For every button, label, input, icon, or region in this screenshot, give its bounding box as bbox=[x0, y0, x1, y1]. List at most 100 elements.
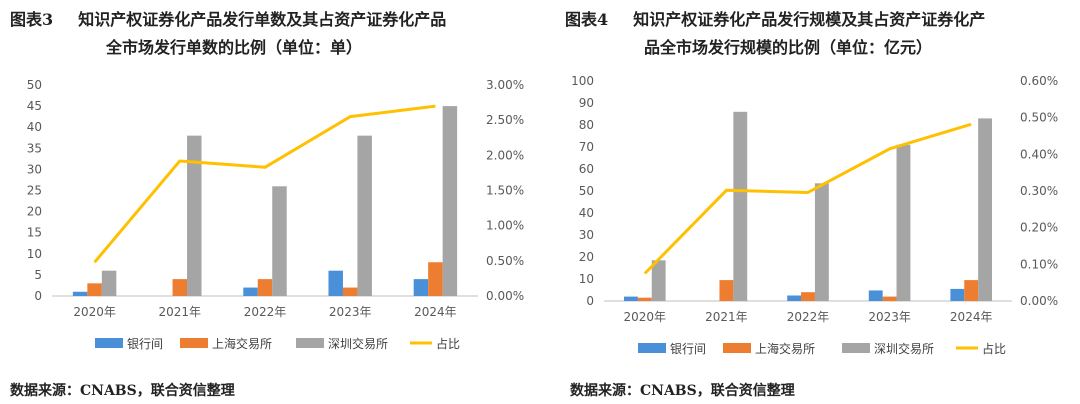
bar-2 bbox=[428, 262, 443, 296]
bar-2 bbox=[172, 279, 188, 296]
x-tick-label: 2023年 bbox=[329, 305, 372, 319]
x-tick-label: 2024年 bbox=[414, 305, 457, 319]
x-tick-label: 2023年 bbox=[868, 310, 911, 324]
y2-tick-label: 0.00% bbox=[486, 289, 524, 303]
chart-svg-left: 0 5 10 15 20 25 30 35 40 45 50 0.00% 0.50% 1.00% 1.50%… bbox=[27, 78, 524, 351]
chart-svg-right: 0 10 20 30 40 50 60 70 80 90 100 0.00% 0.10% 0.20% 0.3… bbox=[571, 74, 1058, 356]
y-tick-label: 0 bbox=[586, 294, 594, 308]
y-tick-label: 35 bbox=[27, 141, 42, 155]
y2-tick-label: 0.10% bbox=[1020, 257, 1058, 271]
x-tick-label: 2022年 bbox=[787, 310, 830, 324]
legend-swatch bbox=[296, 338, 324, 348]
bar-3 bbox=[896, 144, 911, 301]
y-tick-label: 40 bbox=[579, 206, 594, 220]
bar-1 bbox=[787, 295, 802, 301]
bar-1 bbox=[950, 288, 965, 301]
bar-2 bbox=[87, 283, 102, 296]
bar-1 bbox=[72, 291, 88, 296]
chart-title: 图表4 知识产权证券化产品发行规模及其占资产证券化产 bbox=[565, 8, 985, 32]
bar-2 bbox=[882, 296, 897, 301]
x-tick-label: 2024年 bbox=[950, 310, 993, 324]
y2-tick-label: 1.50% bbox=[486, 184, 524, 198]
source-note: 数据来源：CNABS，联合资信整理 bbox=[570, 383, 795, 399]
y2-tick-label: 0.20% bbox=[1020, 221, 1058, 235]
figure-label: 图表4 bbox=[565, 10, 609, 29]
y-tick-label: 60 bbox=[579, 162, 594, 176]
bar-1 bbox=[328, 270, 343, 296]
chart-panel-left: 图表3 知识产权证券化产品发行单数及其占资产证券化产品 全市场发行单数的比例（单… bbox=[10, 8, 524, 399]
legend-label: 深圳交易所 bbox=[328, 336, 388, 351]
y-tick-label: 50 bbox=[579, 184, 594, 198]
y2-tick-label: 2.50% bbox=[486, 113, 524, 127]
y-tick-label: 30 bbox=[579, 228, 594, 242]
y-tick-label: 15 bbox=[27, 226, 42, 240]
bar-2 bbox=[964, 280, 979, 301]
bar-2 bbox=[637, 297, 652, 301]
y2-tick-label: 2.00% bbox=[486, 148, 524, 162]
bar-3 bbox=[814, 183, 829, 301]
legend-swatch bbox=[180, 338, 208, 348]
x-tick-label: 2020年 bbox=[624, 310, 667, 324]
bar-3 bbox=[101, 270, 117, 296]
legend-label: 占比 bbox=[982, 341, 1006, 356]
y-tick-label: 25 bbox=[27, 184, 42, 198]
y-tick-label: 45 bbox=[27, 99, 42, 113]
y-tick-label: 30 bbox=[27, 162, 42, 176]
x-tick-label: 2021年 bbox=[159, 305, 202, 319]
bar-3 bbox=[651, 260, 666, 301]
bar-3 bbox=[272, 186, 287, 296]
chart-title: 图表3 知识产权证券化产品发行单数及其占资产证券化产品 bbox=[10, 8, 446, 32]
y2-tick-label: 0.60% bbox=[1020, 74, 1058, 88]
y-tick-label: 80 bbox=[579, 118, 594, 132]
legend-label: 上海交易所 bbox=[212, 336, 272, 351]
legend-swatch bbox=[95, 338, 123, 348]
bar-3 bbox=[733, 111, 748, 301]
legend-label: 银行间 bbox=[670, 342, 706, 356]
bar-3 bbox=[187, 135, 202, 296]
bar-1 bbox=[623, 296, 638, 301]
y-tick-label: 5 bbox=[34, 268, 42, 282]
y-tick-label: 20 bbox=[579, 250, 594, 264]
line-series-ratio bbox=[93, 104, 436, 264]
chart-panel-right: 图表4 知识产权证券化产品发行规模及其占资产证券化产 品全市场发行规模的比例（单… bbox=[540, 0, 1080, 404]
y2-tick-label: 0.30% bbox=[1020, 184, 1058, 198]
legend-label: 占比 bbox=[436, 336, 460, 351]
title-line-2: 品全市场发行规模的比例（单位：亿元） bbox=[644, 38, 933, 57]
source-note: 数据来源：CNABS，联合资信整理 bbox=[10, 383, 235, 399]
bar-2 bbox=[719, 280, 734, 301]
y-tick-label: 40 bbox=[27, 120, 42, 134]
bar-1 bbox=[243, 287, 258, 296]
legend-swatch bbox=[842, 343, 870, 353]
legend-label: 上海交易所 bbox=[755, 341, 815, 356]
legend-label: 银行间 bbox=[127, 337, 163, 351]
y2-tick-label: 3.00% bbox=[486, 78, 524, 92]
figure-label: 图表3 bbox=[10, 10, 54, 29]
y2-tick-label: 1.00% bbox=[486, 219, 524, 233]
title-line-1: 知识产权证券化产品发行单数及其占资产证券化产品 bbox=[78, 10, 447, 29]
line-series-ratio bbox=[643, 122, 972, 275]
bar-2 bbox=[257, 279, 273, 296]
y-tick-label: 50 bbox=[27, 78, 42, 92]
bar-2 bbox=[342, 287, 358, 296]
bar-3 bbox=[357, 135, 372, 296]
y-tick-label: 10 bbox=[27, 247, 42, 261]
y-tick-label: 100 bbox=[571, 74, 594, 88]
bar-1 bbox=[413, 279, 429, 296]
x-tick-label: 2021年 bbox=[705, 310, 748, 324]
x-tick-label: 2022年 bbox=[244, 305, 287, 319]
y-tick-label: 70 bbox=[579, 140, 594, 154]
y2-tick-label: 0.50% bbox=[486, 254, 524, 268]
y2-tick-label: 0.40% bbox=[1020, 147, 1058, 161]
y-tick-label: 20 bbox=[27, 205, 42, 219]
x-tick-label: 2020年 bbox=[73, 305, 116, 319]
y2-tick-label: 0.00% bbox=[1020, 294, 1058, 308]
legend-label: 深圳交易所 bbox=[874, 341, 934, 356]
bar-1 bbox=[868, 290, 883, 301]
legend-swatch bbox=[638, 343, 666, 353]
y-tick-label: 0 bbox=[34, 289, 42, 303]
title-line-1: 知识产权证券化产品发行规模及其占资产证券化产 bbox=[633, 10, 986, 29]
legend-swatch bbox=[723, 343, 751, 353]
bar-3 bbox=[442, 106, 458, 296]
y-tick-label: 90 bbox=[579, 96, 594, 110]
y-tick-label: 10 bbox=[579, 272, 594, 286]
